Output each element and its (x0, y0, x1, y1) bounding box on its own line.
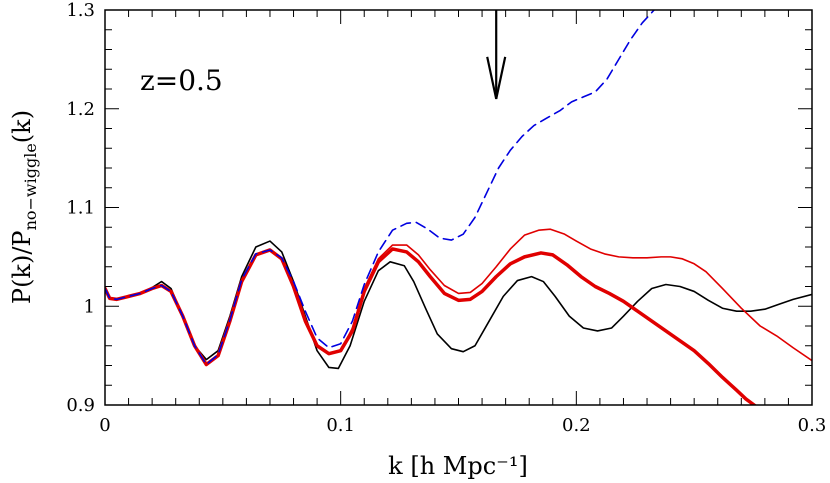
arrow-head (486, 56, 507, 100)
tick-labels-layer: 0 0.1 0.2 0.3 0.9 1 1.1 1.2 1.3 (66, 0, 826, 436)
x-tick-label: 0.2 (562, 415, 591, 436)
y-axis-label-main: P(k)/P (8, 230, 36, 304)
y-tick-label: 1.1 (66, 198, 95, 219)
y-axis-label: P(k)/Pno−wiggle(k) (8, 110, 40, 304)
svg-text:P(k)/Pno−wiggle(k): P(k)/Pno−wiggle(k) (8, 110, 40, 304)
y-tick-label: 1.3 (66, 0, 95, 21)
y-tick-label: 0.9 (66, 395, 95, 416)
x-tick-label: 0.1 (326, 415, 355, 436)
x-tick-label: 0 (99, 415, 110, 436)
x-axis-label: k [h Mpc⁻¹] (388, 452, 528, 480)
y-axis-label-subscript: no−wiggle (21, 143, 40, 230)
series-red-thick-line (105, 247, 757, 405)
series-red-thin-line (339, 228, 812, 362)
redshift-annotation: z=0.5 (140, 64, 223, 97)
y-axis-label-tail: (k) (8, 110, 36, 143)
x-tick-label: 0.3 (798, 415, 827, 436)
series-blue-dashed-line (105, 10, 655, 366)
series-black-line (105, 240, 812, 370)
y-tick-label: 1 (84, 296, 95, 317)
ticks-layer (104, 9, 813, 406)
annotation-arrow (486, 10, 507, 100)
series-layer (105, 10, 812, 405)
y-tick-label: 1.2 (66, 99, 95, 120)
